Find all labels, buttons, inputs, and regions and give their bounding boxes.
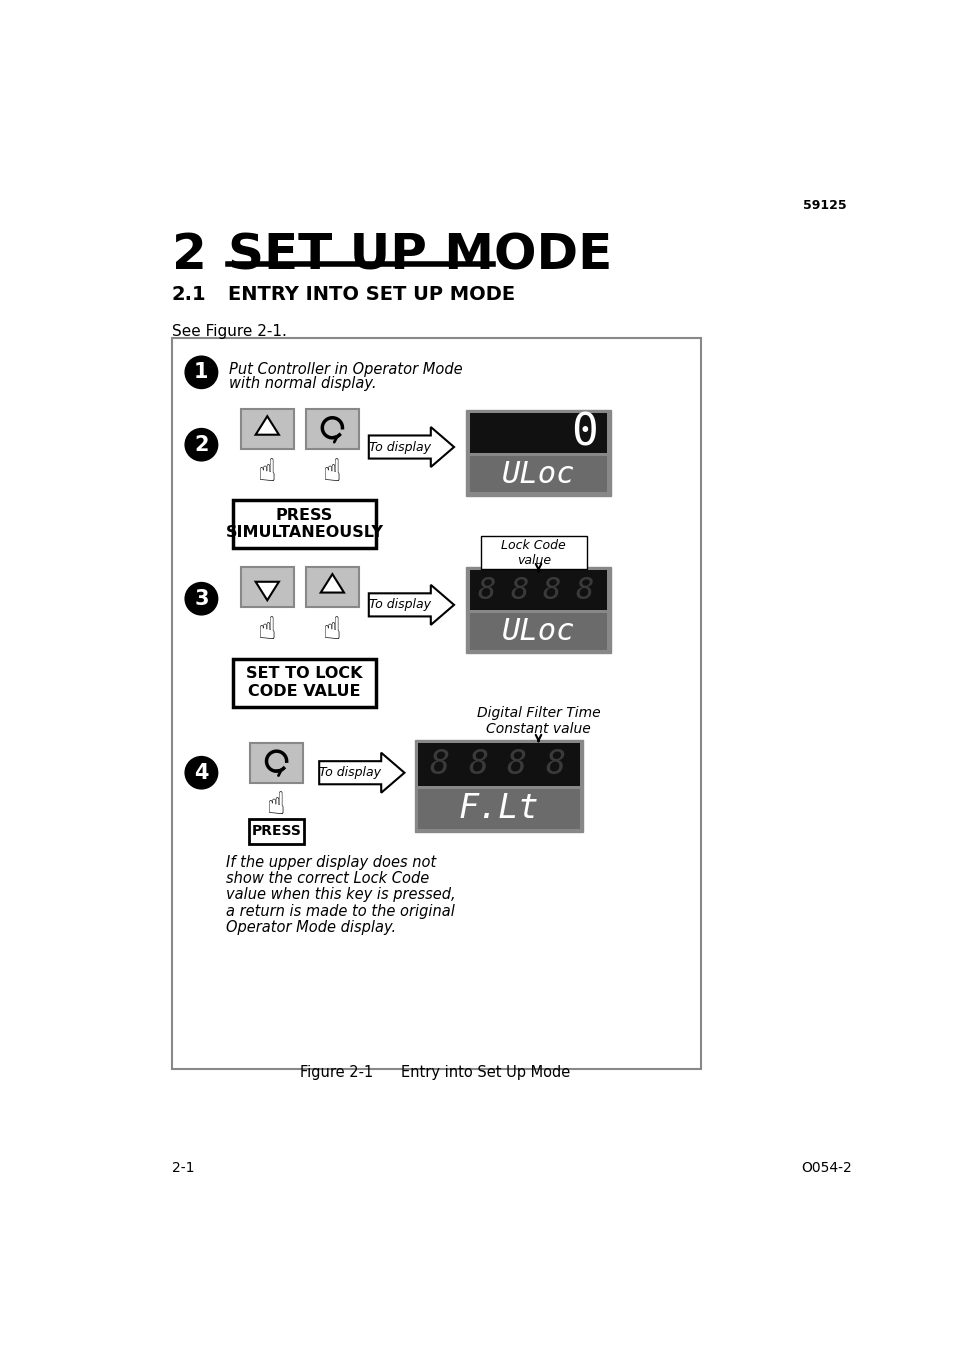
FancyBboxPatch shape [466, 567, 610, 653]
Text: Lock Code
value: Lock Code value [501, 539, 566, 566]
Text: ☝: ☝ [257, 458, 276, 486]
Text: 8: 8 [545, 748, 565, 781]
Text: ULoc: ULoc [501, 459, 575, 489]
Text: 8: 8 [510, 576, 528, 605]
Text: show the correct Lock Code: show the correct Lock Code [226, 871, 429, 886]
Text: To display: To display [369, 440, 431, 454]
Text: 8: 8 [575, 576, 593, 605]
Circle shape [185, 357, 217, 389]
FancyBboxPatch shape [250, 743, 303, 782]
FancyBboxPatch shape [469, 613, 607, 650]
Polygon shape [319, 753, 404, 793]
FancyBboxPatch shape [241, 409, 294, 450]
FancyBboxPatch shape [469, 457, 607, 493]
Text: SET TO LOCK
CODE VALUE: SET TO LOCK CODE VALUE [246, 666, 362, 698]
Text: F.Lt: F.Lt [458, 793, 538, 825]
Text: ULoc: ULoc [501, 617, 575, 646]
Text: To display: To display [319, 766, 381, 780]
Text: 8: 8 [468, 748, 488, 781]
Text: 8: 8 [542, 576, 560, 605]
Text: Put Controller in Operator Mode: Put Controller in Operator Mode [229, 362, 462, 377]
FancyBboxPatch shape [241, 567, 294, 607]
Text: O054-2: O054-2 [801, 1162, 851, 1175]
FancyBboxPatch shape [417, 789, 579, 830]
Text: with normal display.: with normal display. [229, 376, 376, 392]
Text: 2.1: 2.1 [172, 285, 207, 304]
Text: 8: 8 [476, 576, 496, 605]
Text: 4: 4 [194, 763, 209, 782]
Text: 1: 1 [194, 362, 209, 382]
Text: ☝: ☝ [267, 792, 286, 820]
Text: 3: 3 [194, 589, 209, 609]
Polygon shape [255, 416, 278, 435]
FancyBboxPatch shape [415, 740, 583, 832]
Text: 8: 8 [506, 748, 526, 781]
Text: 8: 8 [429, 748, 449, 781]
Text: ☝: ☝ [323, 616, 341, 644]
Text: To display: To display [369, 598, 431, 612]
Circle shape [185, 582, 217, 615]
Text: PRESS
SIMULTANEOUSLY: PRESS SIMULTANEOUSLY [225, 508, 383, 540]
Text: value when this key is pressed,: value when this key is pressed, [226, 888, 456, 902]
Text: If the upper display does not: If the upper display does not [226, 855, 436, 870]
Text: ENTRY INTO SET UP MODE: ENTRY INTO SET UP MODE [228, 285, 515, 304]
Text: 2: 2 [172, 231, 207, 280]
Polygon shape [255, 582, 278, 600]
FancyBboxPatch shape [417, 743, 579, 786]
FancyBboxPatch shape [249, 819, 303, 843]
Text: Digital Filter Time
Constant value: Digital Filter Time Constant value [476, 705, 599, 736]
Text: PRESS: PRESS [252, 824, 301, 838]
FancyBboxPatch shape [172, 338, 700, 1069]
Text: Figure 2-1      Entry into Set Up Mode: Figure 2-1 Entry into Set Up Mode [300, 1065, 570, 1079]
FancyBboxPatch shape [480, 536, 586, 569]
Text: 0: 0 [571, 412, 598, 455]
Text: 2-1: 2-1 [172, 1162, 194, 1175]
Text: 59125: 59125 [802, 199, 845, 212]
Circle shape [185, 428, 217, 461]
FancyBboxPatch shape [469, 413, 607, 453]
Text: See Figure 2-1.: See Figure 2-1. [172, 324, 287, 339]
FancyBboxPatch shape [466, 411, 610, 496]
Polygon shape [320, 574, 344, 593]
Polygon shape [369, 585, 454, 626]
Text: a return is made to the original: a return is made to the original [226, 904, 455, 919]
FancyBboxPatch shape [306, 567, 358, 607]
FancyBboxPatch shape [306, 409, 358, 450]
Text: 2: 2 [194, 435, 209, 455]
FancyBboxPatch shape [233, 500, 375, 549]
Polygon shape [369, 427, 454, 467]
Text: Operator Mode display.: Operator Mode display. [226, 920, 395, 935]
Text: ☝: ☝ [257, 616, 276, 644]
FancyBboxPatch shape [233, 659, 375, 707]
FancyBboxPatch shape [469, 570, 607, 611]
Circle shape [185, 757, 217, 789]
Text: SET UP MODE: SET UP MODE [228, 231, 612, 280]
Text: ☝: ☝ [323, 458, 341, 486]
